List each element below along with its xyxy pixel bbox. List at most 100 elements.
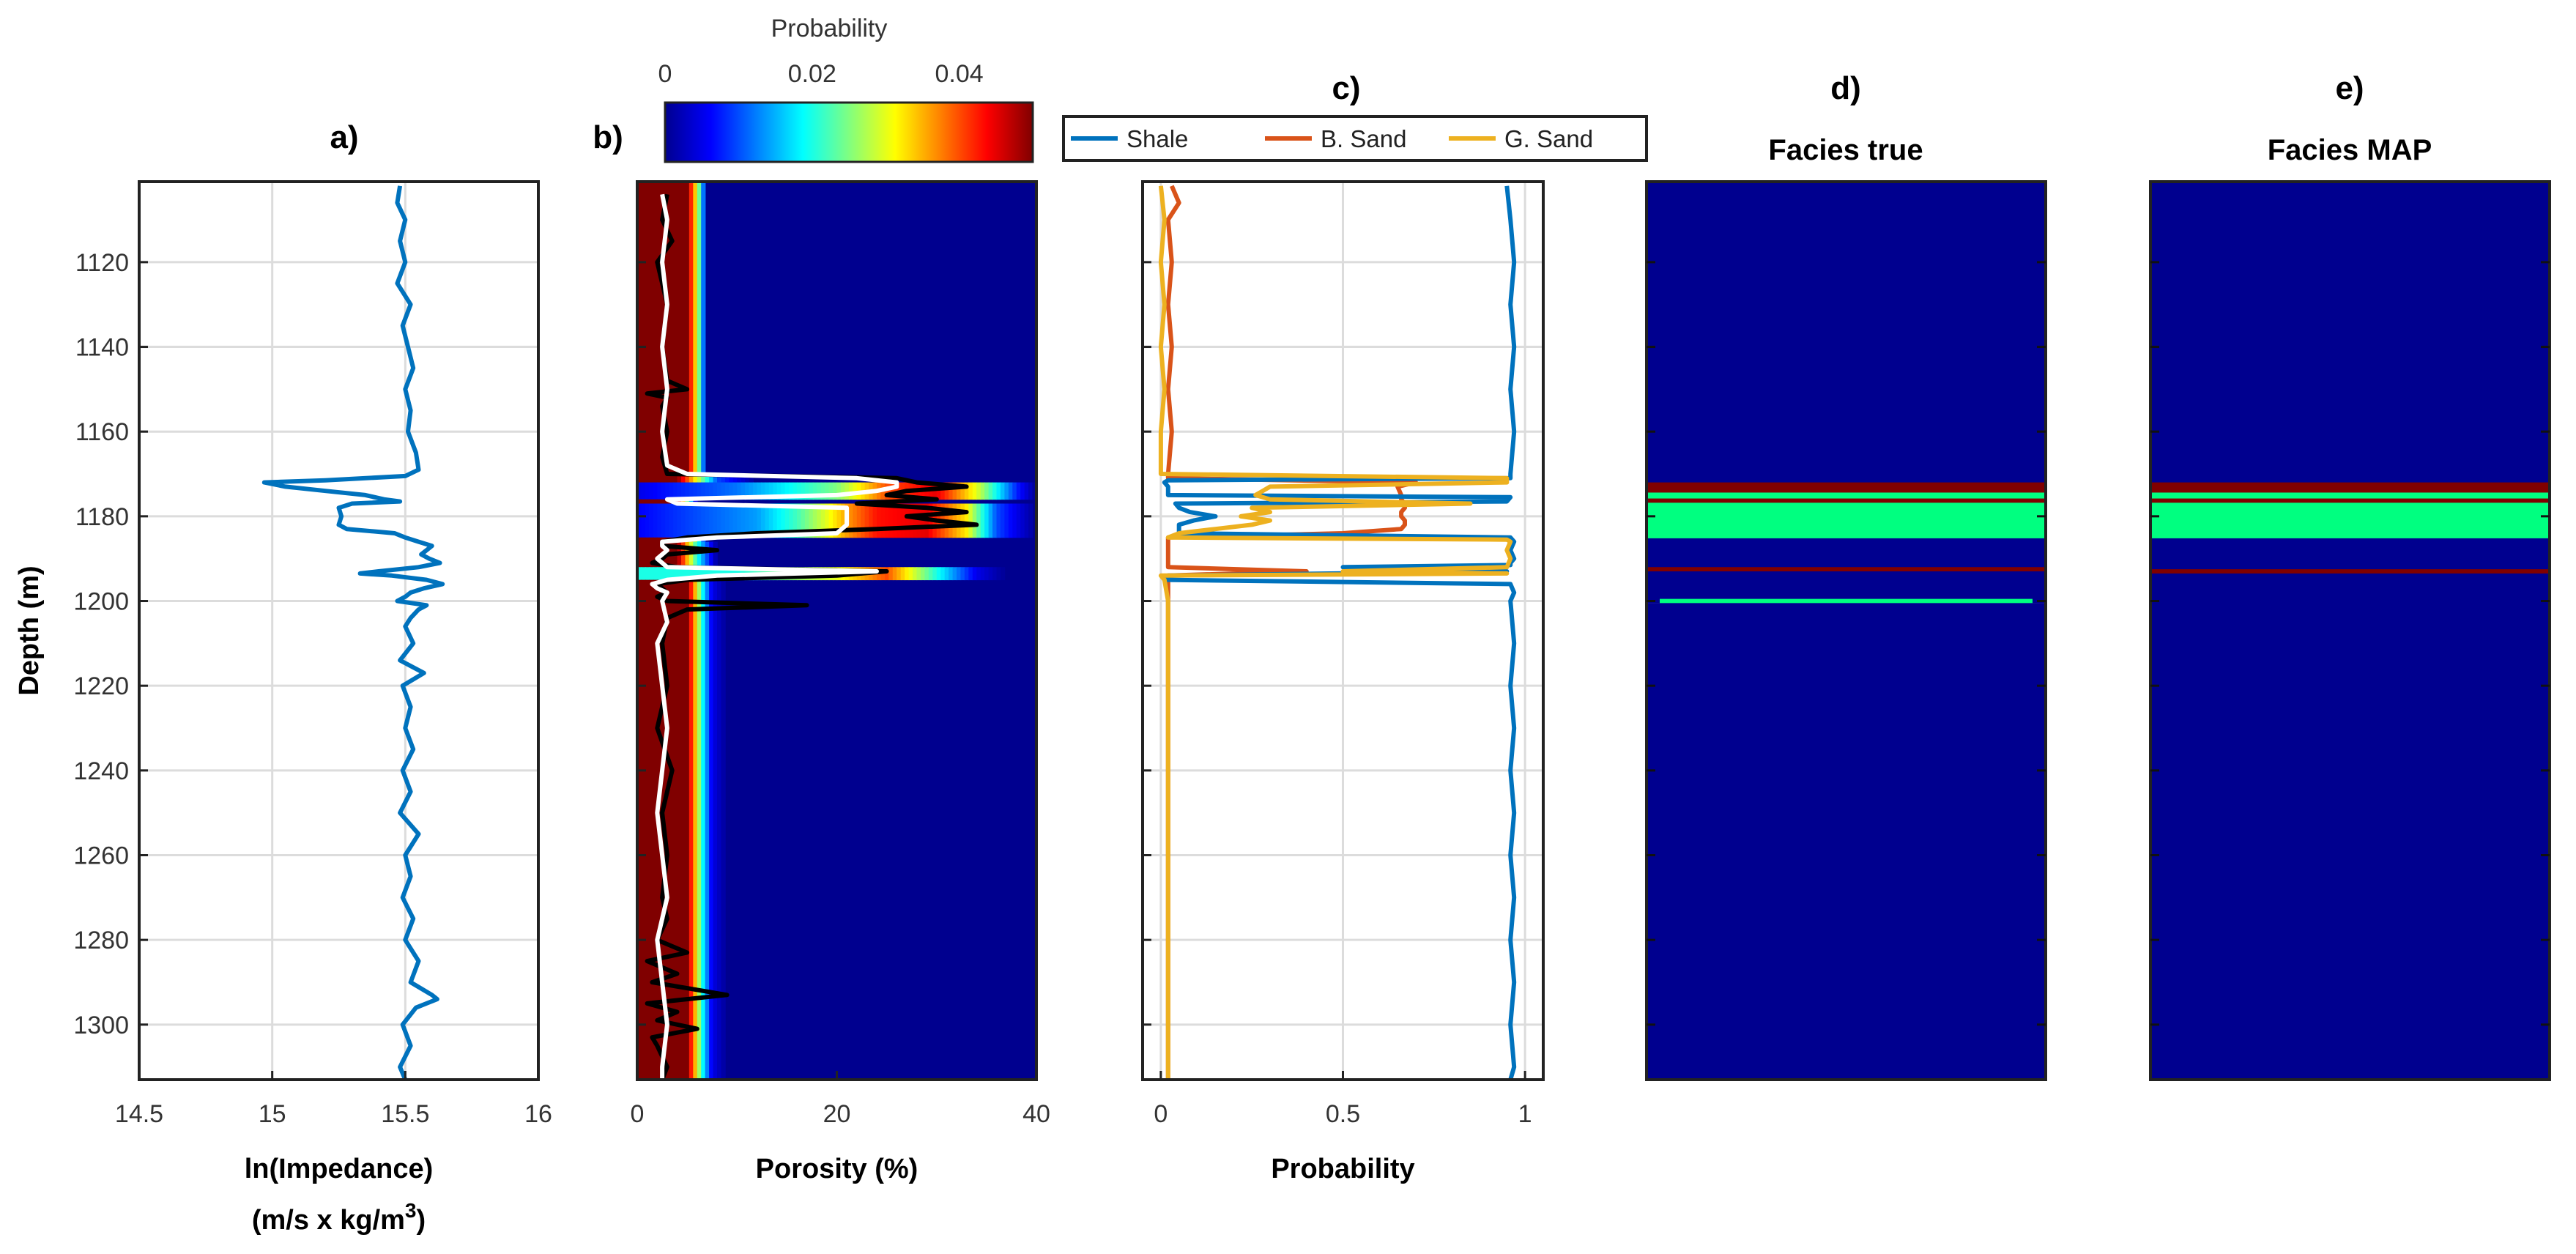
heatmap-cell xyxy=(645,182,650,475)
heatmap-cell xyxy=(729,482,734,500)
heatmap-cell xyxy=(840,482,846,500)
heatmap-cell xyxy=(776,503,782,538)
heatmap-cell xyxy=(900,503,905,538)
panel-d-title: Facies true xyxy=(1768,134,1923,166)
heatmap-cell xyxy=(693,182,698,475)
heatmap-cell xyxy=(944,567,949,581)
heatmap-cell xyxy=(897,503,902,538)
heatmap-cell xyxy=(661,503,666,538)
heatmap-cell xyxy=(765,482,770,500)
heatmap-cell xyxy=(657,503,662,538)
heatmap-cell xyxy=(757,482,762,500)
impedance-series-line xyxy=(261,185,445,1081)
heatmap-cell xyxy=(932,567,938,581)
heatmap-cell xyxy=(840,503,846,538)
heatmap-cell xyxy=(653,567,658,581)
series-line-g-sand xyxy=(1158,185,1513,1080)
x-tick-label: 16 xyxy=(524,1100,552,1128)
heatmap-cell xyxy=(920,567,926,581)
heatmap-cell xyxy=(685,567,690,581)
facies-layer xyxy=(2150,502,2550,539)
legend-label: G. Sand xyxy=(1504,125,1593,152)
heatmap-cell xyxy=(960,503,965,538)
heatmap-cell xyxy=(665,503,670,538)
heatmap-cell xyxy=(828,482,834,500)
heatmap-cell xyxy=(701,474,706,483)
heatmap-cell xyxy=(872,503,877,538)
y-axis-label: Depth (m) xyxy=(14,565,45,695)
heatmap-cell xyxy=(897,567,902,581)
heatmap-cell xyxy=(641,503,646,538)
y-tick-label: 1140 xyxy=(75,334,129,362)
heatmap-cell xyxy=(880,503,886,538)
heatmap-cell xyxy=(637,499,642,505)
heatmap-cell xyxy=(685,474,690,483)
heatmap-cell xyxy=(905,567,910,581)
heatmap-cell xyxy=(645,482,650,500)
heatmap-cell xyxy=(688,503,694,538)
heatmap-cell xyxy=(677,474,682,483)
heatmap-cell xyxy=(653,474,658,483)
heatmap-cell xyxy=(705,541,710,568)
heatmap-cell xyxy=(833,482,838,500)
legend-panel-c: Shale B. Sand G. Sand xyxy=(1062,115,1648,162)
heatmap-cell xyxy=(688,182,694,475)
heatmap-cell xyxy=(892,567,898,581)
heatmap-cell xyxy=(1012,503,1017,538)
facies-layer xyxy=(2150,573,2550,1080)
heatmap-cell xyxy=(1008,503,1014,538)
heatmap-cell xyxy=(641,182,646,475)
x-axis-label: Porosity (%) xyxy=(756,1154,918,1184)
heatmap-cell xyxy=(976,503,981,538)
heatmap-cell xyxy=(972,567,978,581)
heatmap-cell xyxy=(773,503,778,538)
heatmap-cell xyxy=(864,503,869,538)
heatmap-cell xyxy=(1024,482,1029,500)
facies-layer xyxy=(1647,498,2046,503)
x-axis-units: (m/s x kg/m3) xyxy=(252,1199,426,1236)
heatmap-cell xyxy=(936,482,941,500)
heatmap-cell xyxy=(801,503,806,538)
y-tick-label: 1240 xyxy=(73,757,129,785)
x-tick-label: 1 xyxy=(1518,1100,1532,1128)
y-tick-label: 1120 xyxy=(75,249,129,277)
heatmap-cell xyxy=(952,482,957,500)
heatmap-cell xyxy=(693,541,698,568)
heatmap-cell xyxy=(789,503,794,538)
heatmap-cell xyxy=(680,503,686,538)
heatmap-cell xyxy=(637,579,642,1080)
y-tick-label: 1160 xyxy=(75,418,129,446)
heatmap-cell xyxy=(992,503,998,538)
heatmap-cell xyxy=(677,579,682,1080)
heatmap-cell xyxy=(724,474,730,483)
heatmap-cell xyxy=(669,567,674,581)
heatmap-cell xyxy=(705,474,710,483)
heatmap-cell xyxy=(717,482,722,500)
heatmap-cell xyxy=(1000,503,1006,538)
x-tick-label: 40 xyxy=(1022,1100,1050,1128)
colorbar-bar xyxy=(664,101,1034,163)
heatmap-cell xyxy=(645,474,650,483)
heatmap-cell xyxy=(913,567,918,581)
heatmap-cell xyxy=(701,503,706,538)
y-tick-label: 1200 xyxy=(73,588,129,616)
panel-a-letter: a) xyxy=(330,119,358,155)
axes-frame xyxy=(2149,180,2551,1081)
heatmap-cell xyxy=(717,579,722,1080)
colorbar-tick-label: 0 xyxy=(658,60,672,88)
heatmap-cell xyxy=(916,503,921,538)
heatmap-cell xyxy=(869,503,874,538)
heatmap-cell xyxy=(984,503,990,538)
panel-b-letter: b) xyxy=(593,119,623,155)
heatmap-cell xyxy=(833,503,838,538)
heatmap-cell xyxy=(649,499,654,505)
legend-box xyxy=(1062,115,1648,162)
heatmap-cell xyxy=(697,482,702,500)
heatmap-cell xyxy=(1000,567,1006,581)
heatmap-cell xyxy=(697,182,702,475)
heatmap-cell xyxy=(888,567,894,581)
x-tick-label: 15.5 xyxy=(381,1100,429,1128)
y-tick-label: 1300 xyxy=(73,1012,129,1039)
heatmap-cell xyxy=(637,541,642,568)
